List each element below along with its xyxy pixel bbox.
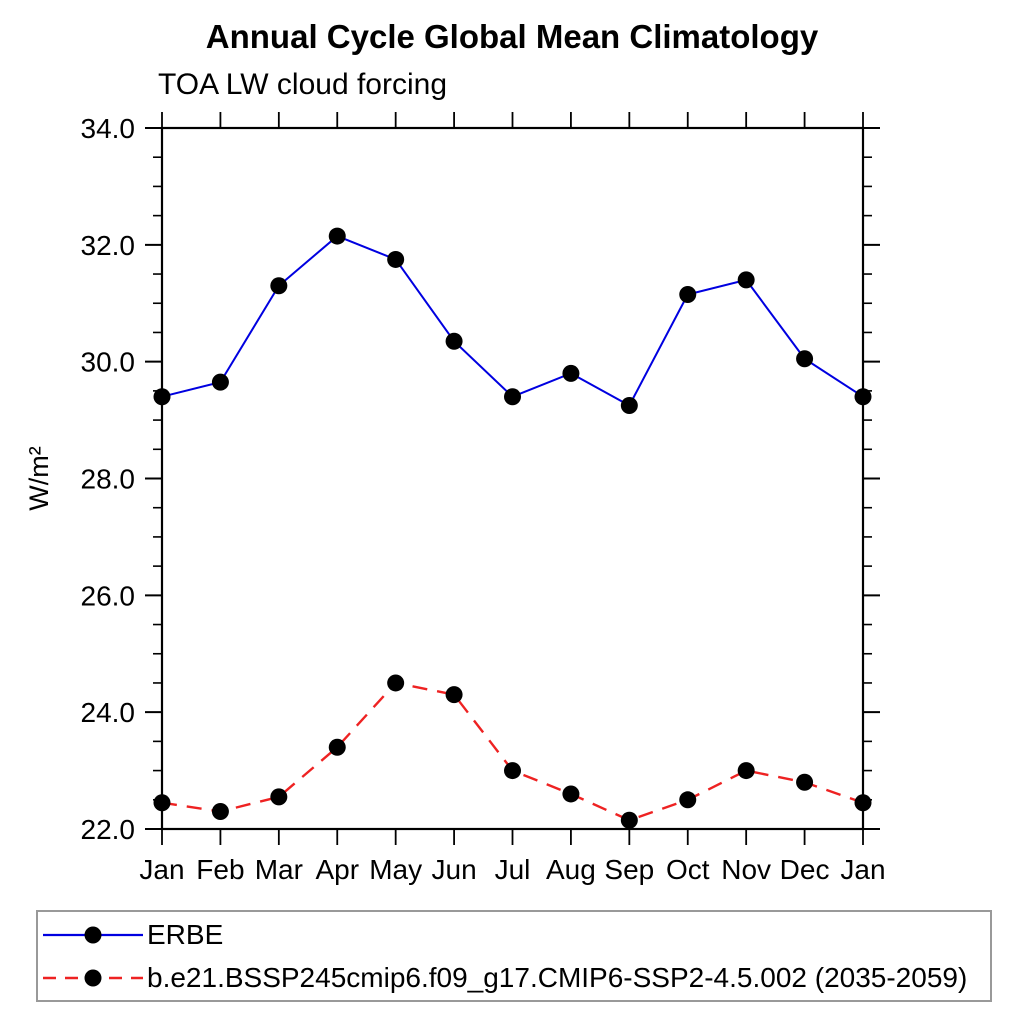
legend-sample-dashed-line-icon xyxy=(43,969,143,986)
data-point-marker-1 xyxy=(328,738,346,756)
y-tick-label: 26.0 xyxy=(81,580,136,611)
legend-item-erbe: ERBE xyxy=(38,913,990,956)
x-tick-label: Dec xyxy=(780,854,830,885)
legend-item-model: b.e21.BSSP245cmip6.f09_g17.CMIP6-SSP2-4.… xyxy=(38,956,990,999)
data-point-marker-1 xyxy=(737,762,755,780)
data-point-marker-1 xyxy=(679,791,697,809)
legend: ERBE b.e21.BSSP245cmip6.f09_g17.CMIP6-SS… xyxy=(36,910,992,1002)
data-point-marker-0 xyxy=(562,364,580,382)
y-tick-label: 22.0 xyxy=(81,814,136,845)
y-axis-label: W/m² xyxy=(24,446,54,510)
data-point-marker-1 xyxy=(504,762,521,780)
data-point-marker-0 xyxy=(796,350,814,368)
data-point-marker-0 xyxy=(328,227,346,245)
data-point-marker-1 xyxy=(620,811,638,829)
y-tick-label: 32.0 xyxy=(81,230,136,261)
y-tick-label: 28.0 xyxy=(81,464,136,495)
x-tick-label: Jun xyxy=(432,854,477,885)
x-tick-label: Sep xyxy=(604,854,654,885)
x-tick-label: Apr xyxy=(315,854,359,885)
legend-marker-dot-icon xyxy=(84,926,102,943)
x-tick-label: Feb xyxy=(196,854,244,885)
x-tick-label: Mar xyxy=(255,854,303,885)
x-tick-label: Aug xyxy=(546,854,596,885)
data-point-marker-1 xyxy=(153,794,171,812)
data-point-marker-1 xyxy=(854,794,872,812)
data-point-marker-1 xyxy=(562,785,580,803)
data-point-marker-0 xyxy=(854,388,872,406)
series-line-1 xyxy=(161,681,864,822)
data-point-marker-0 xyxy=(387,250,405,268)
legend-marker-dot-icon xyxy=(84,969,102,986)
data-point-marker-1 xyxy=(796,773,814,791)
data-point-marker-0 xyxy=(679,285,697,303)
legend-sample-solid-line-icon xyxy=(43,926,143,943)
legend-label-erbe: ERBE xyxy=(147,918,224,950)
data-point-marker-0 xyxy=(445,332,463,350)
x-tick-label: Jan xyxy=(840,854,885,885)
x-tick-label: May xyxy=(369,854,422,885)
x-tick-label: Oct xyxy=(666,854,710,885)
series-line-0 xyxy=(161,234,864,407)
data-point-marker-1 xyxy=(270,788,288,806)
y-tick-label: 30.0 xyxy=(81,347,136,378)
data-point-marker-0 xyxy=(211,373,229,391)
data-point-marker-0 xyxy=(153,388,171,406)
x-tick-label: Nov xyxy=(721,854,771,885)
data-point-marker-0 xyxy=(737,271,755,289)
data-point-marker-0 xyxy=(620,396,638,414)
chart-subtitle: TOA LW cloud forcing xyxy=(158,68,448,101)
y-tick-label: 24.0 xyxy=(81,697,136,728)
data-point-marker-0 xyxy=(504,388,521,406)
data-point-marker-0 xyxy=(270,277,288,295)
plot-frame xyxy=(160,126,865,831)
data-point-marker-1 xyxy=(211,802,229,820)
chart-title: Annual Cycle Global Mean Climatology xyxy=(205,18,819,55)
plot-area: 22.0 24.0 26.0 28.0 30.0 32.0 34.0 Jan Feb Mar Apr… xyxy=(24,112,886,885)
y-tick-label: 34.0 xyxy=(81,113,136,144)
data-point-marker-1 xyxy=(387,674,405,692)
data-point-marker-1 xyxy=(445,686,463,704)
x-tick-label: Jul xyxy=(495,854,531,885)
x-tick-label: Jan xyxy=(139,854,184,885)
legend-label-model: b.e21.BSSP245cmip6.f09_g17.CMIP6-SSP2-4.… xyxy=(147,961,968,993)
